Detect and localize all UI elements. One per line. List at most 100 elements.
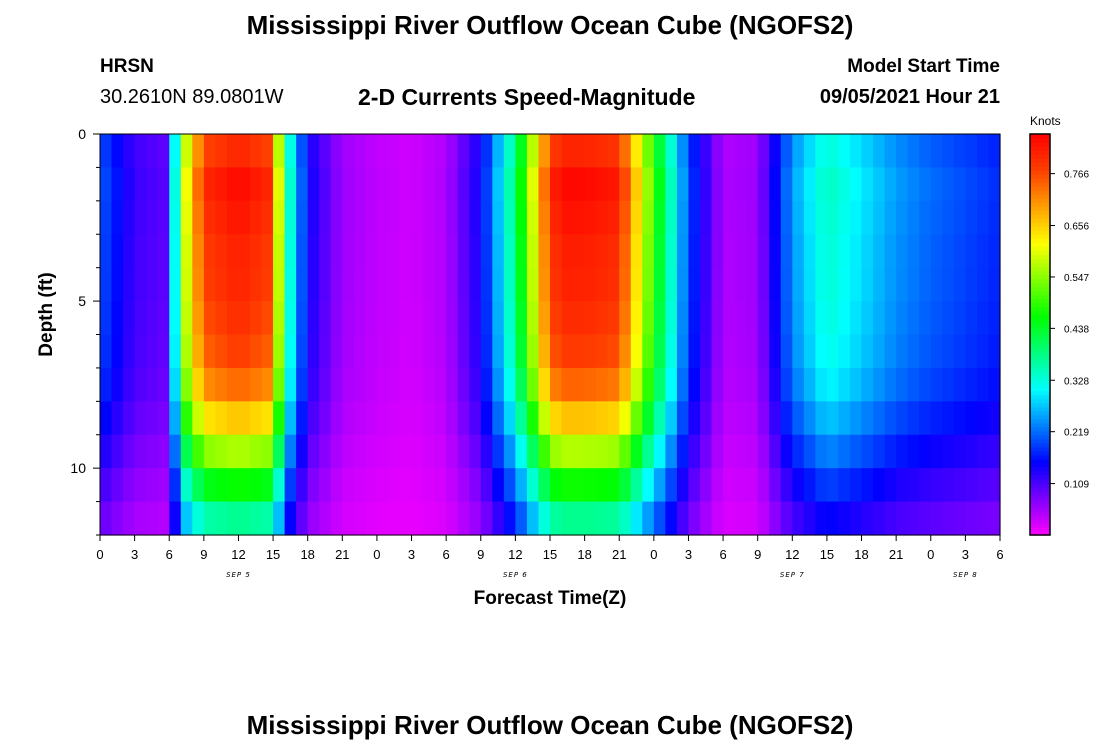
heatmap-cell <box>665 267 678 302</box>
heatmap-cell <box>942 434 955 469</box>
colorbar-band <box>1030 482 1050 488</box>
heatmap-cell <box>815 468 828 503</box>
heatmap-cell <box>769 134 782 169</box>
heatmap-cell <box>803 434 816 469</box>
heatmap-cell <box>238 134 251 169</box>
heatmap-cell <box>284 301 297 336</box>
heatmap-cell <box>376 367 390 402</box>
colorbar-tick-label: 0.547 <box>1064 273 1089 284</box>
heatmap-cell <box>434 434 447 469</box>
heatmap-cell <box>769 267 782 302</box>
heatmap-cell <box>457 167 470 202</box>
heatmap-cell <box>423 200 436 235</box>
heatmap-cell <box>226 234 240 269</box>
heatmap-cell <box>942 501 955 536</box>
heatmap-cell <box>573 301 586 336</box>
heatmap-cell <box>780 134 793 169</box>
heatmap-cell <box>226 301 240 336</box>
heatmap-cell <box>180 434 193 469</box>
heatmap-cell <box>861 301 874 336</box>
colorbar-band <box>1030 198 1050 203</box>
heatmap-cell <box>930 334 943 369</box>
heatmap-cell <box>815 134 828 169</box>
heatmap-cell <box>780 401 793 436</box>
heatmap-cell <box>250 200 263 235</box>
heatmap-cell <box>365 234 378 269</box>
heatmap-cell <box>215 267 228 302</box>
heatmap-cell <box>723 301 736 336</box>
heatmap-cell <box>550 501 563 536</box>
heatmap-cell <box>307 468 320 503</box>
heatmap-cell <box>261 434 274 469</box>
heatmap-cell <box>665 501 678 536</box>
heatmap-cell <box>826 434 840 469</box>
heatmap-cell <box>296 468 309 503</box>
heatmap-cell <box>457 200 470 235</box>
heatmap-cell <box>503 200 516 235</box>
heatmap-cell <box>803 501 816 536</box>
heatmap-cell <box>965 134 978 169</box>
colorbar-band <box>1030 278 1050 283</box>
heatmap-cell <box>134 234 147 269</box>
heatmap-cell <box>457 234 470 269</box>
heatmap-cell <box>734 200 747 235</box>
heatmap-cell <box>734 334 747 369</box>
heatmap-cell <box>746 134 759 169</box>
colorbar-band <box>1030 430 1050 436</box>
heatmap-cell <box>930 367 943 402</box>
heatmap-cell <box>803 468 816 503</box>
heatmap-cell <box>411 200 424 235</box>
heatmap-cell <box>700 501 713 536</box>
heatmap-cell <box>342 200 355 235</box>
heatmap-cell <box>965 234 978 269</box>
heatmap-cell <box>803 134 816 169</box>
heatmap-cell <box>480 267 493 302</box>
heatmap-cell <box>642 434 655 469</box>
heatmap-cell <box>434 200 447 235</box>
heatmap-cell <box>111 267 124 302</box>
heatmap-cell <box>146 167 159 202</box>
heatmap-cell <box>596 200 609 235</box>
colorbar-band <box>1030 246 1050 251</box>
heatmap-cell <box>526 234 540 269</box>
heatmap-cell <box>838 234 851 269</box>
colorbar-band <box>1030 450 1050 456</box>
date-label: SEP 7 <box>780 571 805 579</box>
heatmap-cell <box>284 267 297 302</box>
heatmap-cell <box>792 401 805 436</box>
heatmap-cell <box>884 434 897 469</box>
colorbar-band <box>1030 166 1050 171</box>
heatmap-cell <box>238 267 251 302</box>
colorbar-band <box>1030 382 1050 388</box>
heatmap-cell <box>642 134 655 169</box>
heatmap-cell <box>180 334 193 369</box>
x-tick-label: 6 <box>996 547 1003 562</box>
heatmap-cell <box>238 200 251 235</box>
heatmap-cell <box>896 401 909 436</box>
heatmap-cell <box>734 167 747 202</box>
heatmap-cell <box>250 434 263 469</box>
colorbar-band <box>1030 366 1050 372</box>
heatmap-cell <box>330 234 343 269</box>
heatmap-cell <box>653 234 666 269</box>
x-tick-label: 6 <box>443 547 450 562</box>
heatmap-cell <box>976 501 990 536</box>
heatmap-cell <box>400 134 413 169</box>
heatmap-cell <box>584 468 597 503</box>
heatmap-cell <box>780 434 793 469</box>
heatmap-cell <box>111 468 124 503</box>
heatmap-cell <box>550 401 563 436</box>
heatmap-cell <box>688 200 701 235</box>
heatmap-cell <box>596 468 609 503</box>
heatmap-cell <box>180 234 193 269</box>
heatmap-cell <box>100 134 113 169</box>
heatmap-cell <box>988 401 1001 436</box>
heatmap-cell <box>976 200 990 235</box>
colorbar-band <box>1030 222 1050 227</box>
heatmap-cell <box>642 468 655 503</box>
heatmap-cell <box>250 234 263 269</box>
heatmap-cell <box>607 401 620 436</box>
heatmap-cell <box>861 167 874 202</box>
heatmap-cell <box>203 234 216 269</box>
colorbar-band <box>1030 386 1050 392</box>
